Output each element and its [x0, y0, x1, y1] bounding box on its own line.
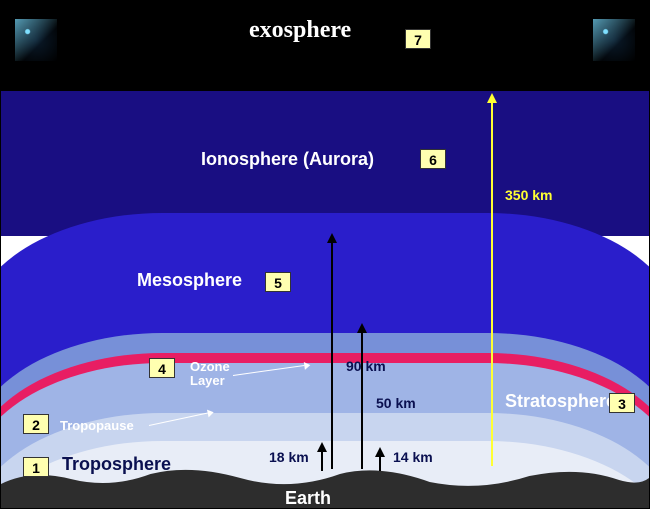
arrow-14km — [379, 455, 381, 471]
marker-7: 7 — [405, 29, 431, 49]
label-earth: Earth — [285, 488, 331, 509]
arrow-350km — [491, 101, 493, 466]
marker-4: 4 — [149, 358, 175, 378]
arrowhead-icon — [317, 442, 327, 452]
altitude-350km: 350 km — [505, 187, 552, 203]
arrowhead-icon — [487, 93, 497, 103]
marker-6: 6 — [420, 149, 446, 169]
arrowhead-icon — [375, 447, 385, 457]
altitude-14km: 14 km — [393, 449, 433, 465]
label-ionosphere: Ionosphere (Aurora) — [201, 149, 374, 170]
arrow-18km — [321, 450, 323, 471]
label-mesosphere: Mesosphere — [137, 270, 242, 291]
comet-icon — [593, 19, 635, 61]
altitude-50km: 50 km — [376, 395, 416, 411]
arrowhead-icon — [357, 323, 367, 333]
label-ozone: OzoneLayer — [190, 360, 230, 387]
label-tropopause: Tropopause — [60, 418, 134, 433]
label-stratosphere: Stratosphere — [505, 391, 616, 412]
altitude-90km: 90 km — [346, 358, 386, 374]
comet-icon — [15, 19, 57, 61]
marker-2: 2 — [23, 414, 49, 434]
label-exosphere: exosphere — [249, 17, 351, 44]
arrow-90km — [331, 241, 333, 469]
altitude-18km: 18 km — [269, 449, 309, 465]
arrow-50km — [361, 331, 363, 469]
arrowhead-icon — [327, 233, 337, 243]
marker-3: 3 — [609, 393, 635, 413]
marker-5: 5 — [265, 272, 291, 292]
marker-1: 1 — [23, 457, 49, 477]
atmosphere-diagram: exosphere Ionosphere (Aurora) Mesosphere… — [0, 0, 650, 509]
layer-exosphere — [1, 1, 649, 91]
label-troposphere: Troposphere — [62, 454, 171, 475]
